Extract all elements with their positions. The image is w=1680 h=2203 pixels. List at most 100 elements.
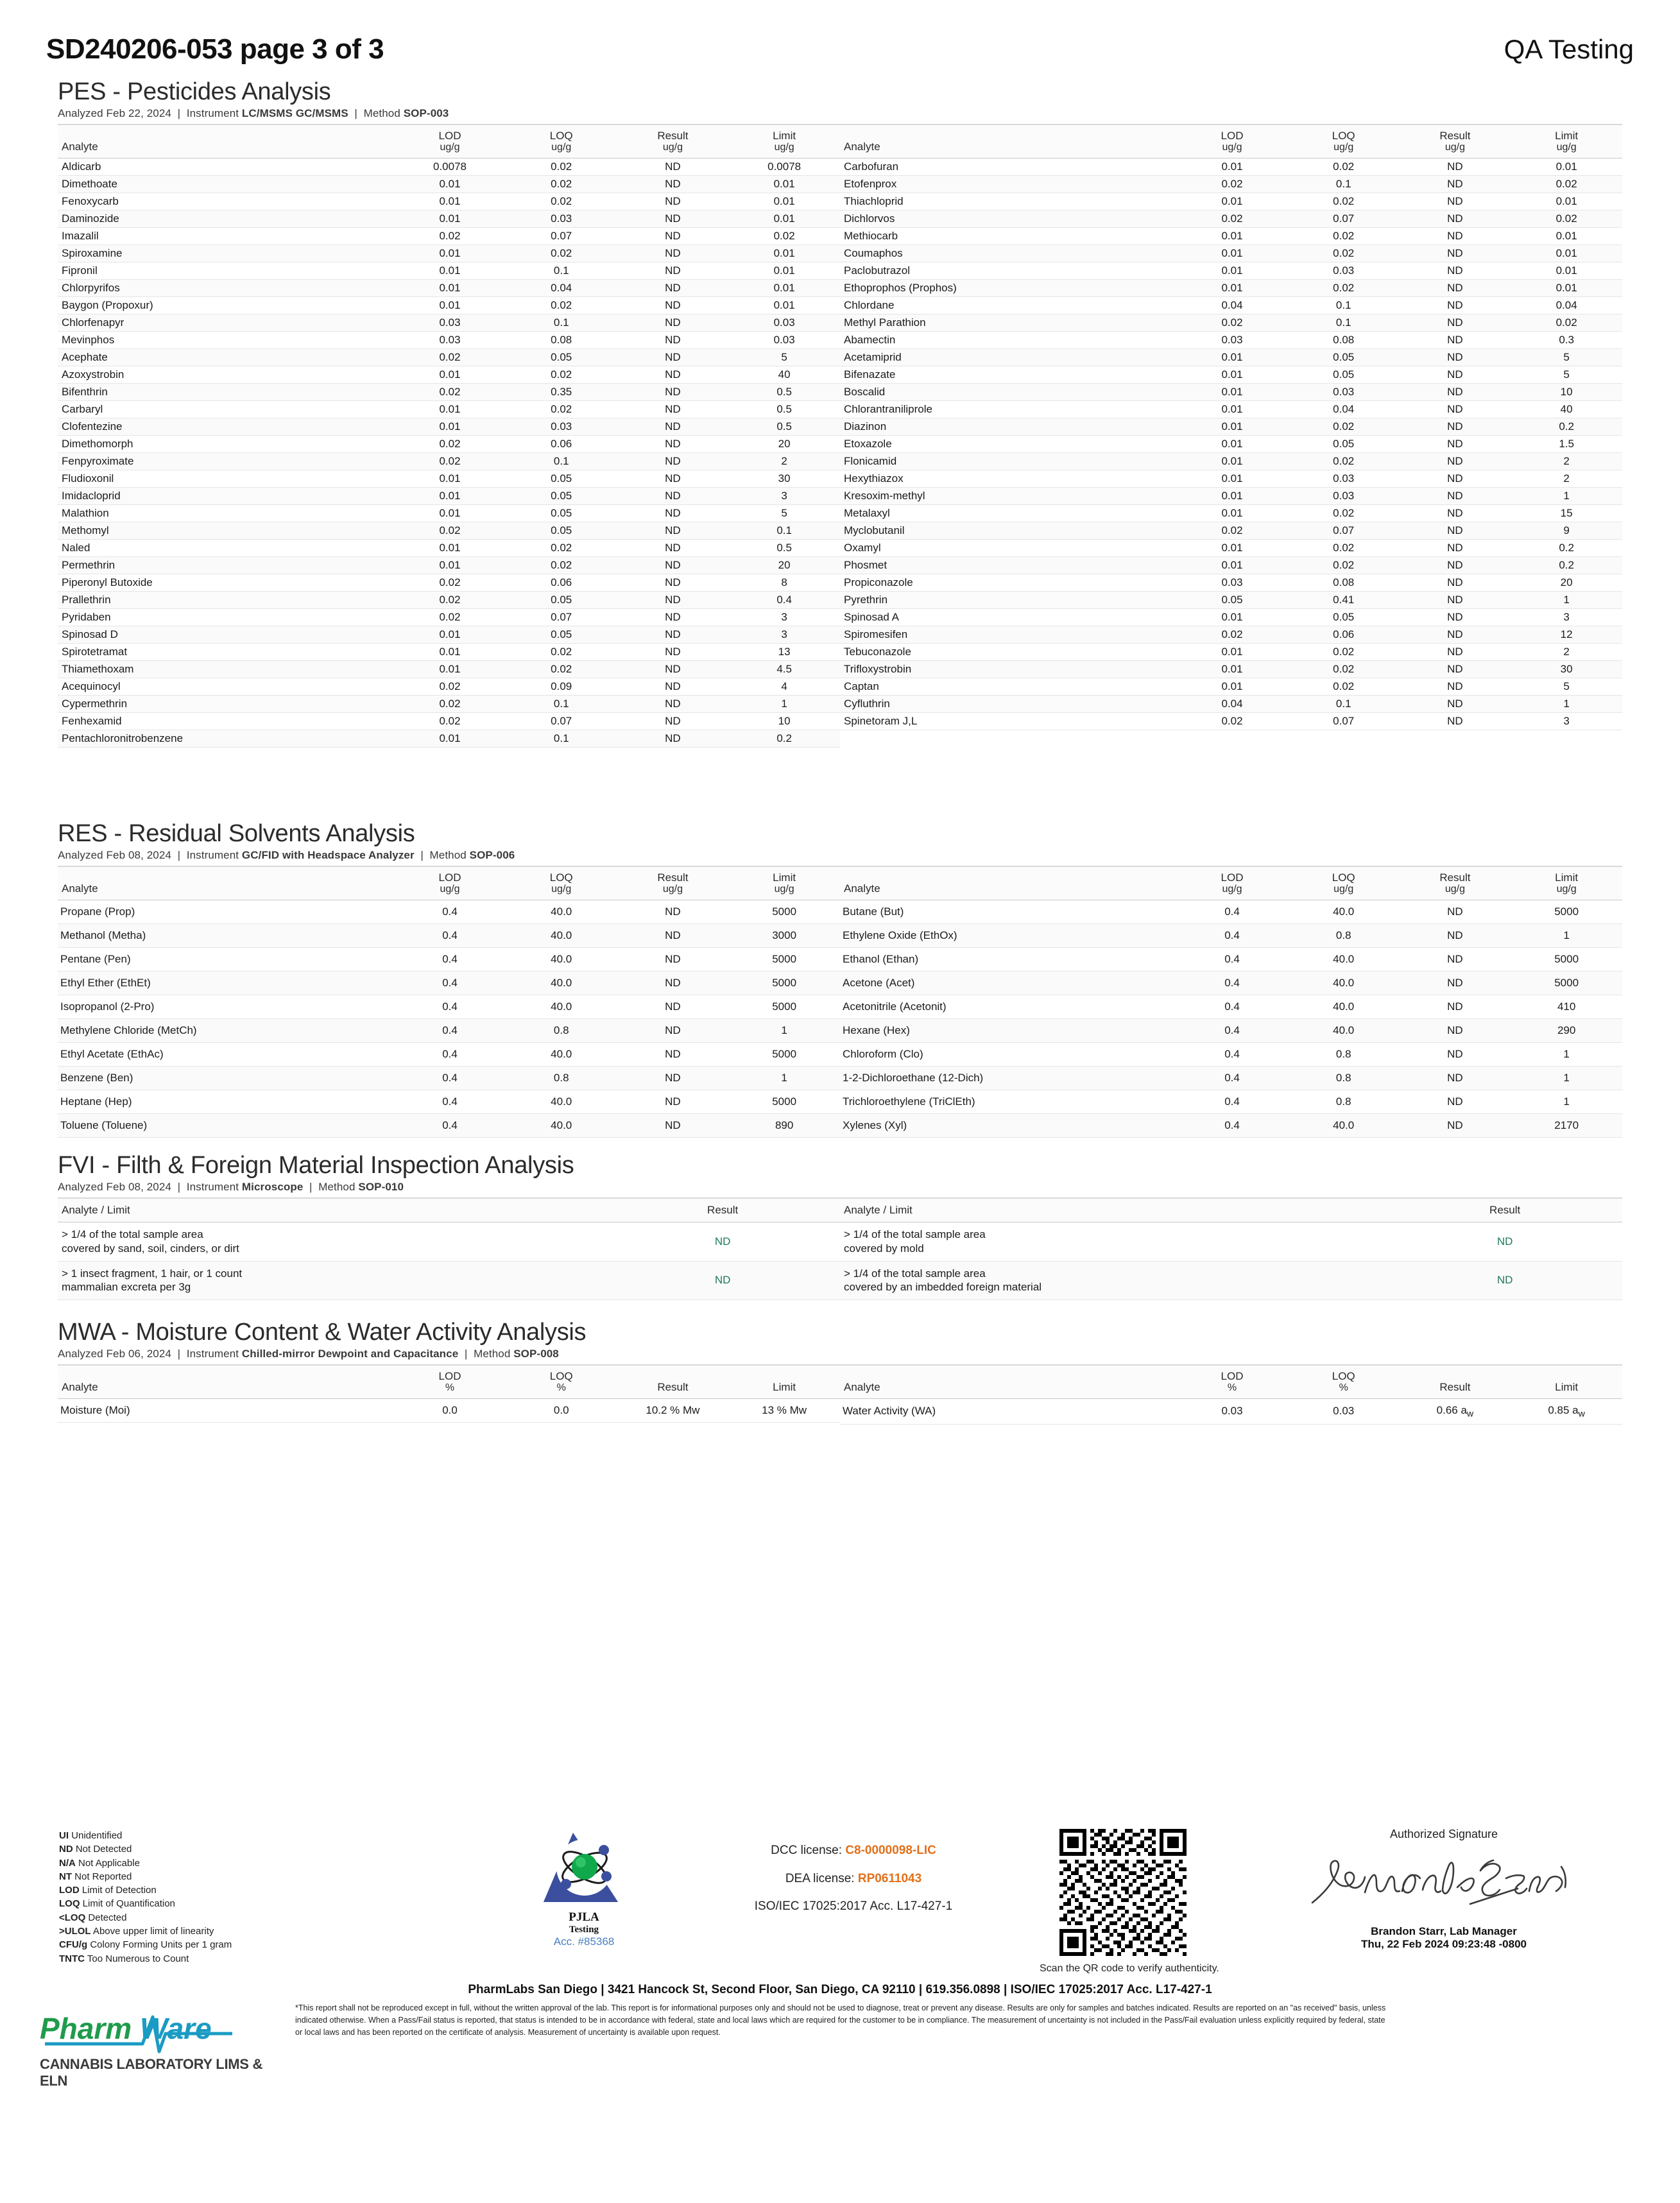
fvi-right-table: Analyte / Limit Result > 1/4 of the tota…: [840, 1197, 1622, 1300]
cell-result: ND: [1399, 487, 1511, 505]
table-row: Phosmet 0.01 0.02 ND 0.2: [840, 556, 1622, 574]
cell-lod: 0.4: [394, 1113, 506, 1138]
cell-limit: 3: [1511, 712, 1622, 730]
cell-lod: 0.01: [394, 660, 506, 678]
pes-right-body: Carbofuran 0.01 0.02 ND 0.01 Etofenprox 0.02 0.…: [840, 158, 1622, 730]
cell-limit: 13: [728, 643, 840, 661]
cell-lod: 0.01: [1176, 366, 1288, 384]
cell-loq: 40.0: [1287, 1113, 1400, 1138]
cell-result: ND: [617, 678, 729, 696]
cell-limit: 0.03: [728, 331, 840, 349]
cell-lod: 0.0078: [394, 158, 506, 176]
cell-analyte: Dimethomorph: [58, 435, 395, 453]
cell-lod: 0.02: [394, 678, 506, 696]
cell-loq: 0.02: [1287, 539, 1400, 557]
cell-loq: 0.07: [505, 227, 617, 245]
col-lod: LOD%: [1176, 1364, 1288, 1399]
cell-limit: 0.2: [728, 730, 840, 748]
cell-loq: 0.07: [1287, 210, 1400, 228]
cell-analyte: Carbofuran: [840, 158, 1177, 176]
cell-limit: 1: [1511, 695, 1622, 713]
cell-lod: 0.02: [1176, 712, 1288, 730]
table-row: Water Activity (WA) 0.03 0.03 0.66 aw 0.85 a…: [840, 1398, 1622, 1425]
instrument-value: Chilled-mirror Dewpoint and Capacitance: [241, 1348, 459, 1360]
pjla-accreditation-logo: PJLA Testing Acc. #85368: [513, 1830, 655, 1948]
cell-lod: 0.4: [394, 1018, 506, 1043]
dcc-license-value: C8-0000098-LIC: [845, 1844, 936, 1857]
cell-result: ND: [617, 296, 729, 314]
pes-tables: Analyte LOD ug/g LOQ ug/g Result ug/g Limit…: [58, 123, 1622, 748]
table-row: Malathion 0.01 0.05 ND 5: [58, 504, 840, 522]
signature-title: Authorized Signature: [1389, 1828, 1498, 1840]
analyzed-date: Analyzed Feb 08, 2024: [58, 849, 171, 861]
cell-loq: 40.0: [1287, 971, 1400, 995]
section-meta: Analyzed Feb 06, 2024 | Instrument Chill…: [58, 1348, 1622, 1360]
legend-abbr: NT: [59, 1871, 72, 1882]
cell-loq: 0.05: [1287, 608, 1400, 626]
cell-lod: 0.4: [394, 947, 506, 972]
legend-item: UI Unidentified: [59, 1829, 232, 1842]
table-row: Imidacloprid 0.01 0.05 ND 3: [58, 487, 840, 505]
cell-lod: 0.01: [394, 730, 506, 748]
cell-lod: 0.4: [394, 1090, 506, 1114]
cell-limit: 0.2: [1511, 418, 1622, 436]
table-header-row: Analyte LOD% LOQ% Result Limit: [58, 1364, 840, 1399]
cell-loq: 40.0: [505, 900, 617, 924]
col-limit: Limit: [728, 1364, 840, 1399]
legend-text: Too Numerous to Count: [85, 1953, 189, 1964]
cell-limit: 12: [1511, 626, 1622, 644]
cell-analyte-limit: > 1/4 of the total sample area covered by…: [58, 1222, 606, 1262]
limit-line-1: > 1/4 of the total sample area: [844, 1228, 986, 1240]
res-left-table-wrap: Analyte LOD ug/g LOQ ug/g Result ug/g Limit…: [58, 865, 840, 1138]
sample-id-title: SD240206-053 page 3 of 3: [46, 33, 384, 65]
cell-result: ND: [617, 193, 729, 210]
cell-limit: 410: [1511, 995, 1622, 1019]
cell-loq: 40.0: [505, 1042, 617, 1067]
mwa-left-body: Moisture (Moi) 0.0 0.0 10.2 % Mw 13 % Mw: [58, 1398, 840, 1423]
cell-lod: 0.01: [394, 539, 506, 557]
cell-loq: 0.8: [1287, 1090, 1400, 1114]
limit-line-2: covered by sand, soil, cinders, or dirt: [62, 1242, 239, 1255]
cell-loq: 0.02: [1287, 193, 1400, 210]
section-meta: Analyzed Feb 08, 2024 | Instrument GC/FI…: [58, 849, 1622, 862]
cell-result: ND: [617, 539, 729, 557]
cell-analyte: Ethyl Ether (EthEt): [58, 971, 395, 995]
cell-analyte: Chlorfenapyr: [58, 314, 395, 332]
table-row: Methiocarb 0.01 0.02 ND 0.01: [840, 227, 1622, 245]
fvi-tables: Analyte / Limit Result > 1/4 of the tota…: [58, 1197, 1622, 1300]
cell-result: ND: [617, 400, 729, 418]
cell-limit: 0.03: [728, 314, 840, 332]
table-row: Mevinphos 0.03 0.08 ND 0.03: [58, 331, 840, 349]
cell-lod: 0.4: [394, 1042, 506, 1067]
cell-analyte: Hexane (Hex): [840, 1018, 1177, 1043]
pjla-acc-number: Acc. #85368: [553, 1935, 615, 1948]
table-row: Oxamyl 0.01 0.02 ND 0.2: [840, 539, 1622, 557]
cell-loq: 0.08: [1287, 331, 1400, 349]
table-row: Myclobutanil 0.02 0.07 ND 9: [840, 522, 1622, 540]
table-row: Ethoprophos (Prophos) 0.01 0.02 ND 0.01: [840, 279, 1622, 297]
res-right-table-wrap: Analyte LOD ug/g LOQ ug/g Result ug/g Limit…: [840, 865, 1622, 1138]
meta-sep: |: [174, 107, 184, 119]
legal-disclaimer: *This report shall not be reproduced exc…: [295, 2003, 1386, 2037]
mwa-right-table: Analyte LOD% LOQ% Result Limit Water Act…: [840, 1364, 1622, 1425]
cell-loq: 0.02: [505, 175, 617, 193]
cell-result: ND: [617, 971, 729, 995]
cell-limit: 4: [728, 678, 840, 696]
cell-limit: 0.01: [1511, 227, 1622, 245]
qr-code-icon[interactable]: [1059, 1829, 1187, 1956]
cell-analyte: Myclobutanil: [840, 522, 1177, 540]
cell-analyte: Heptane (Hep): [58, 1090, 395, 1114]
table-row: Imazalil 0.02 0.07 ND 0.02: [58, 227, 840, 245]
limit-line-2: mammalian excreta per 3g: [62, 1281, 191, 1294]
iso-accreditation-line: ISO/IEC 17025:2017 Acc. L17-427-1: [754, 1899, 953, 1914]
cell-result: ND: [1399, 504, 1511, 522]
cell-analyte: Toluene (Toluene): [58, 1113, 395, 1138]
cell-loq: 0.02: [1287, 504, 1400, 522]
col-loq: LOQ%: [505, 1364, 617, 1399]
table-header-row: Analyte LOD ug/g LOQ ug/g Result ug/g Limit…: [58, 865, 840, 900]
table-row: Chlorantraniliprole 0.01 0.04 ND 40: [840, 400, 1622, 418]
table-row: > 1 insect fragment, 1 hair, or 1 count m…: [58, 1261, 840, 1300]
dea-license-value: RP0611043: [857, 1871, 922, 1885]
cell-lod: 0.01: [1176, 193, 1288, 210]
cell-loq: 0.1: [505, 695, 617, 713]
